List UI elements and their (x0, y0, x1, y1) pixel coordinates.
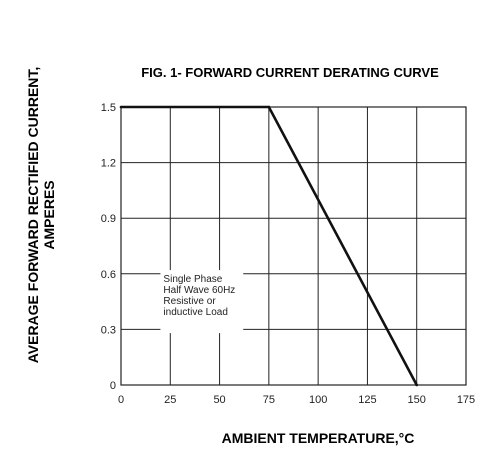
y-axis-title-line2: AMPERES (41, 180, 57, 249)
y-axis-title-line1: AVERAGE FORWARD RECTIFIED CURRENT, (25, 67, 41, 364)
y-tick-label: 1.2 (101, 158, 116, 170)
x-tick-label: 75 (263, 394, 275, 406)
x-tick-label: 25 (164, 394, 176, 406)
annotation-line: Single Phase (163, 274, 222, 285)
y-tick-label: 0.9 (101, 213, 116, 225)
annotation-line: Resistive or (163, 296, 216, 307)
chart-title: FIG. 1- FORWARD CURRENT DERATING CURVE (141, 65, 439, 80)
plot-frame (120, 106, 467, 386)
x-tick-label: 175 (457, 394, 475, 406)
annotation-line: inductive Load (163, 307, 228, 318)
data-point (415, 383, 419, 387)
x-tick-label: 125 (358, 394, 376, 406)
series (119, 105, 419, 387)
annotation-box (160, 270, 244, 334)
x-tick-label: 0 (118, 394, 124, 406)
x-tick-label: 100 (309, 394, 327, 406)
y-axis-title: AVERAGE FORWARD RECTIFIED CURRENT, AMPER… (25, 67, 57, 364)
data-point (267, 105, 271, 109)
x-tick-label: 50 (213, 394, 225, 406)
y-tick-label: 0 (110, 380, 116, 392)
x-tick-label: 150 (408, 394, 426, 406)
y-tick-label: 1.5 (101, 102, 116, 114)
tick-labels: 0 25 50 75 100 125 150 175 0 0.3 0.6 0.9 1.2 1.5 (101, 102, 475, 406)
y-tick-label: 0.3 (101, 324, 116, 336)
annotation-line: Half Wave 60Hz (163, 285, 235, 296)
grid (120, 106, 467, 386)
x-axis-title: AMBIENT TEMPERATURE,°C (222, 430, 415, 446)
data-point (119, 105, 123, 109)
y-tick-label: 0.6 (101, 269, 116, 281)
